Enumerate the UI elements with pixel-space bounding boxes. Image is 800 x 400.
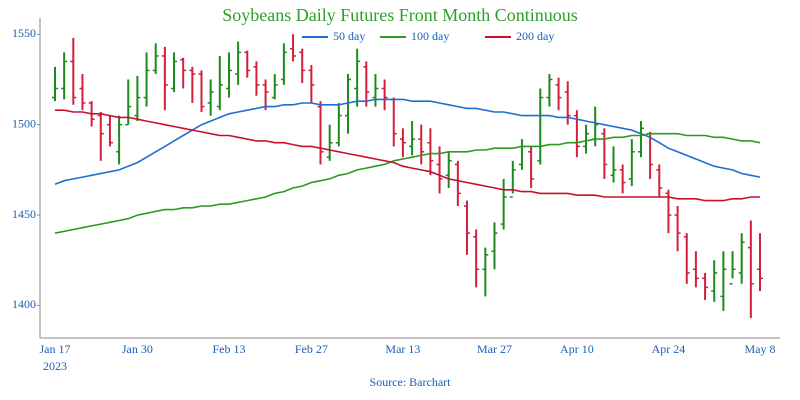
year-label: 2023 (43, 359, 67, 373)
x-tick-label: Apr 10 (560, 342, 594, 356)
y-tick-label: 1400 (12, 297, 36, 311)
legend-label: 200 day (516, 29, 554, 43)
y-tick-label: 1500 (12, 116, 36, 130)
x-tick-label: Jan 30 (122, 342, 153, 356)
moving-average-line (54, 132, 761, 234)
x-tick-label: Mar 13 (385, 342, 420, 356)
moving-average-line (55, 109, 760, 202)
x-tick-label: May 8 (745, 342, 776, 356)
y-tick-label: 1450 (12, 207, 36, 221)
moving-average-line (54, 98, 761, 186)
x-tick-label: Mar 27 (477, 342, 512, 356)
legend-label: 100 day (411, 29, 449, 43)
x-tick-label: Jan 17 (40, 342, 71, 356)
chart-title: Soybeans Daily Futures Front Month Conti… (222, 5, 578, 25)
x-tick-label: Apr 24 (652, 342, 686, 356)
x-tick-label: Feb 13 (212, 342, 245, 356)
source: Source: Barchart (370, 375, 452, 389)
y-tick-label: 1550 (12, 26, 36, 40)
x-tick-label: Feb 27 (295, 342, 328, 356)
legend-label: 50 day (333, 29, 365, 43)
